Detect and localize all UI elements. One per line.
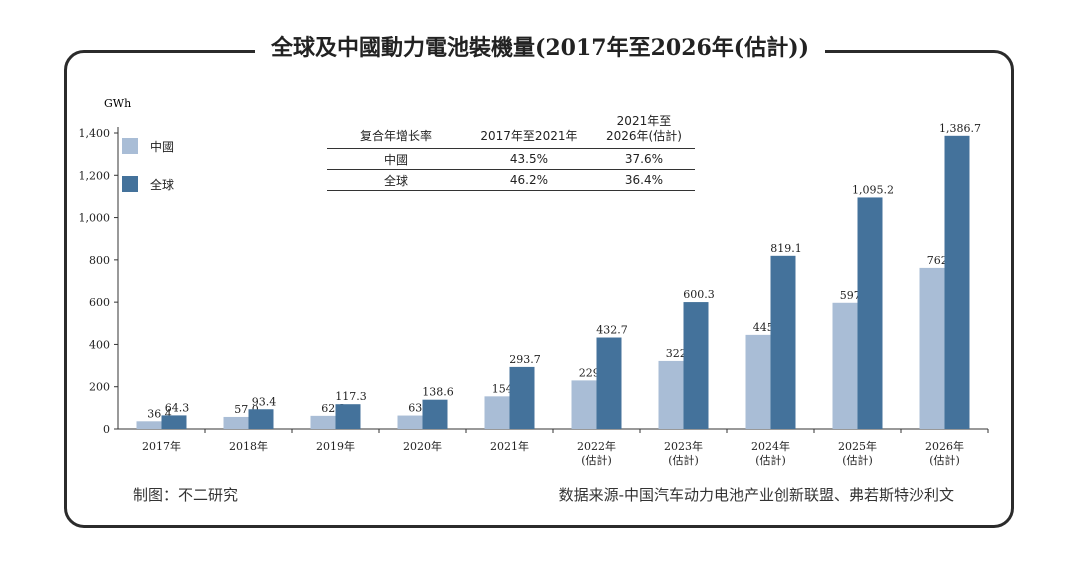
cagr-value: 36.4% (592, 169, 695, 191)
legend-item-china: 中國 (122, 136, 174, 156)
bar-global (248, 409, 274, 429)
cagr-header-period2-line1: 2021年至 (616, 114, 672, 128)
bar-china (223, 416, 249, 429)
cagr-table: 复合年增长率 2017年至2021年 2021年至 2026年(估計) 中國 4… (327, 112, 695, 191)
x-axis-ticks: 2017年 2018年 2019年 2020年 2021年 2022年(估計)2023年(… (142, 429, 989, 467)
bar-value-label: 600.3 (683, 288, 715, 301)
bar-china (919, 267, 945, 429)
y-tick-label: 800 (89, 254, 110, 267)
bar-china (571, 380, 597, 429)
footer-credit: 制图：不二研究 (133, 486, 239, 504)
x-tick-label: 2023年 (664, 439, 703, 453)
y-tick-label: 0 (103, 423, 110, 436)
x-tick-label: (估計) (668, 453, 699, 467)
chart-title: 全球及中國動力電池裝機量(2017年至2026年(估計)) (0, 30, 1080, 62)
footer-source: 数据来源-中国汽车动力电池产业创新联盟、弗若斯特沙利文 (558, 486, 954, 504)
bar-china (745, 334, 771, 429)
cagr-value: 46.2% (465, 169, 593, 191)
y-tick-label: 1,000 (79, 212, 111, 225)
cagr-row-global: 全球 46.2% 36.4% (327, 169, 695, 191)
bar-global (596, 337, 622, 429)
legend-swatch-china (122, 138, 138, 154)
bar-global (335, 404, 361, 429)
bar-global (857, 197, 883, 429)
bar-value-label: 138.6 (422, 386, 454, 399)
y-tick-label: 200 (89, 381, 110, 394)
chart-title-text: 全球及中國動力電池裝機量(2017年至2026年(估計)) (254, 35, 826, 61)
bar-global (422, 399, 448, 429)
bar-china (136, 421, 162, 429)
y-tick-label: 400 (89, 338, 110, 351)
cagr-value: 43.5% (465, 148, 593, 170)
y-axis-unit: GWh (104, 97, 131, 110)
legend-label-china: 中國 (150, 139, 175, 154)
bar-value-label: 293.7 (509, 353, 541, 366)
y-tick-label: 600 (89, 296, 110, 309)
bar-global (161, 415, 187, 429)
y-axis-ticks: 0 200 400 600 800 1,000 1,200 1,400 (79, 127, 118, 436)
cagr-region: 全球 (327, 169, 465, 191)
cagr-header-period2: 2021年至 2026年(估計) (592, 112, 695, 149)
bar-china (832, 302, 858, 429)
y-tick-label: 1,200 (79, 169, 111, 182)
bar-china (397, 415, 423, 429)
bar-global (770, 255, 796, 429)
x-tick-label: (估計) (842, 453, 873, 467)
legend-item-global: 全球 (122, 174, 174, 194)
x-tick-label: (估計) (581, 453, 612, 467)
x-tick-label: 2026年 (925, 439, 964, 453)
bar-china (310, 415, 336, 429)
bar-value-label: 117.3 (335, 390, 367, 403)
x-tick-label: 2017年 (142, 439, 181, 453)
cagr-row-china: 中國 43.5% 37.6% (327, 148, 695, 170)
x-tick-label: (估計) (929, 453, 960, 467)
cagr-header-period1: 2017年至2021年 (465, 112, 593, 149)
x-tick-label: 2025年 (838, 439, 877, 453)
x-tick-label: 2021年 (490, 439, 529, 453)
legend-swatch-global (122, 176, 138, 192)
bar-global (944, 135, 970, 429)
x-tick-label: 2024年 (751, 439, 790, 453)
bar-china (658, 360, 684, 429)
cagr-header-label: 复合年增长率 (327, 112, 465, 149)
bar-value-label: 93.4 (252, 395, 277, 408)
y-tick-label: 1,400 (79, 127, 111, 140)
bar-value-label: 819.1 (770, 242, 802, 255)
bar-global (683, 302, 709, 429)
bar-value-label: 1,386.7 (939, 122, 981, 135)
bar-global (509, 366, 535, 429)
cagr-header-period2-line2: 2026年(估計) (605, 129, 682, 143)
x-tick-label: 2020年 (403, 439, 442, 453)
bar-value-label: 64.3 (165, 401, 190, 414)
x-tick-label: 2019年 (316, 439, 355, 453)
cagr-table-header: 复合年增长率 2017年至2021年 2021年至 2026年(估計) (327, 112, 695, 149)
x-tick-label: 2022年 (577, 439, 616, 453)
cagr-value: 37.6% (592, 148, 695, 170)
legend-label-global: 全球 (150, 177, 175, 192)
x-tick-label: (估計) (755, 453, 786, 467)
legend: 中國 全球 (122, 136, 174, 212)
x-tick-label: 2018年 (229, 439, 268, 453)
bar-value-label: 1,095.2 (852, 183, 894, 196)
bar-value-label: 432.7 (596, 324, 628, 337)
cagr-region: 中國 (327, 148, 465, 170)
bar-china (484, 396, 510, 429)
